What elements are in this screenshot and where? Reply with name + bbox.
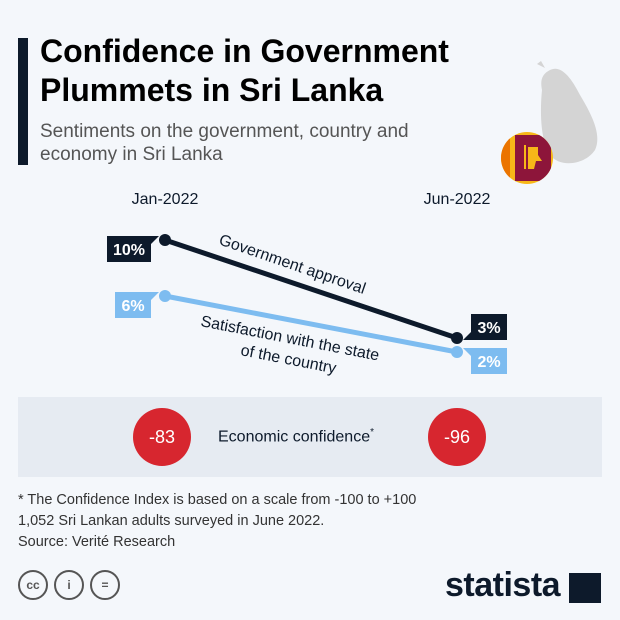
x-label-jan: Jan-2022 — [132, 191, 199, 208]
footnote-mark: * — [370, 427, 374, 438]
data-label-box — [471, 348, 507, 374]
data-label-pointer — [151, 292, 159, 300]
data-label-box — [471, 314, 507, 340]
series-line-1 — [164, 293, 458, 355]
data-label-box — [107, 236, 151, 262]
statista-logo-icon — [569, 573, 601, 603]
title-accent-bar — [18, 38, 28, 165]
data-label-pointer — [463, 332, 471, 340]
data-label: 2% — [477, 354, 500, 371]
data-point — [451, 346, 463, 358]
x-label-jun: Jun-2022 — [424, 191, 491, 208]
line-chart: Jan-2022 Jun-2022 10%3%6%2% Government a… — [107, 191, 507, 377]
cc-icon[interactable]: cc — [18, 570, 48, 600]
data-label: 3% — [477, 320, 500, 337]
data-point — [159, 234, 171, 246]
data-label-pointer — [463, 348, 471, 356]
attribution-icon[interactable]: i — [54, 570, 84, 600]
economic-confidence-jun: -96 — [428, 408, 486, 466]
sri-lanka-map-icon — [537, 61, 598, 164]
footnotes: * The Confidence Index is based on a sca… — [18, 490, 416, 553]
note-index-scale: * The Confidence Index is based on a sca… — [18, 492, 417, 508]
note-source: Source: Verité Research — [18, 534, 176, 550]
sri-lanka-flag-icon — [501, 132, 553, 184]
economic-confidence-text: Economic confidence — [218, 428, 371, 446]
economic-confidence-label: Economic confidence* — [218, 427, 374, 446]
data-point — [159, 290, 171, 302]
data-label-pointer — [151, 236, 159, 244]
series-line-0 — [164, 237, 458, 341]
data-label-box — [115, 292, 151, 318]
data-label: 6% — [121, 298, 144, 315]
page-title: Confidence in Government Plummets in Sri… — [40, 33, 449, 108]
data-label: 10% — [113, 242, 145, 259]
economic-confidence-band: -83 Economic confidence* -96 — [18, 397, 602, 477]
page-subtitle: Sentiments on the government, country an… — [40, 121, 409, 165]
economic-confidence-jan: -83 — [133, 408, 191, 466]
statista-logo[interactable]: statista — [445, 566, 561, 604]
license-icons: cc i = — [18, 570, 120, 600]
note-survey: 1,052 Sri Lankan adults surveyed in June… — [18, 513, 325, 529]
no-derivatives-icon[interactable]: = — [90, 570, 120, 600]
data-point — [451, 332, 463, 344]
